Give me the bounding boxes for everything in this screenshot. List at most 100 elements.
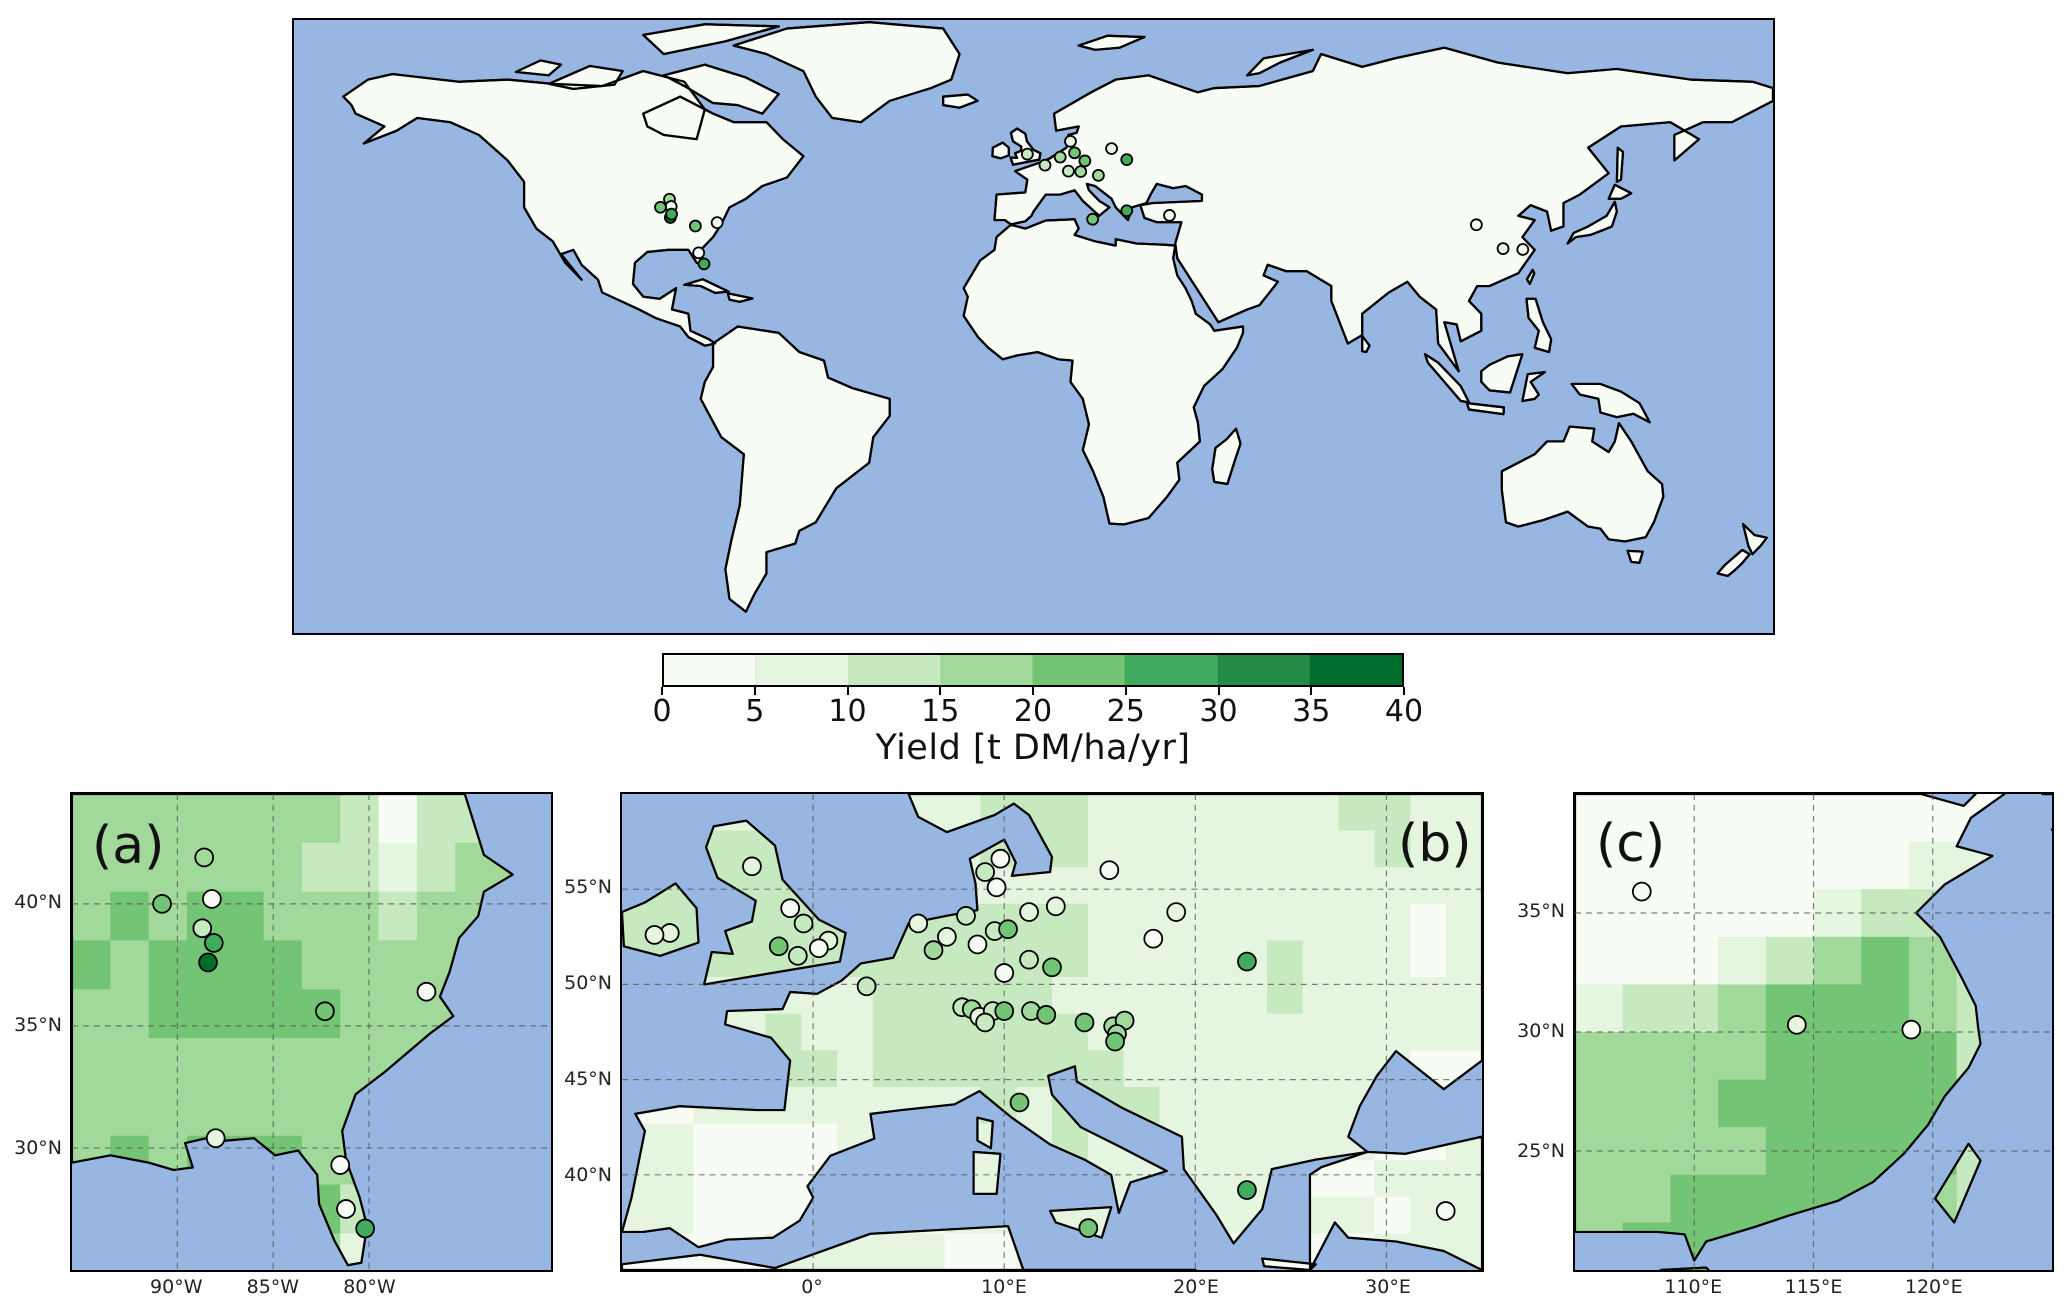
coastline-hokkaido	[1607, 183, 1633, 200]
yield-cell	[1622, 1079, 1671, 1128]
yield-cell	[186, 794, 226, 844]
lat-tick-label: 55°N	[564, 876, 612, 898]
yield-cell	[729, 977, 766, 1015]
yield-cell	[693, 867, 730, 905]
yield-cell	[657, 1123, 695, 1161]
yield-cell	[1813, 984, 1862, 1033]
yield-cell	[1410, 794, 1447, 832]
yield-cell	[872, 794, 910, 832]
yield-cell	[1302, 903, 1340, 941]
yield-cell	[2004, 936, 2052, 985]
yield-cell	[1374, 903, 1411, 941]
site-marker	[1120, 204, 1134, 218]
yield-cell	[801, 830, 838, 868]
colorbar-tickmark	[1310, 687, 1313, 695]
yield-cell	[263, 842, 303, 893]
yield-cell	[455, 1038, 495, 1088]
yield-cell	[1718, 841, 1767, 890]
coastline-southAmerica	[699, 325, 891, 613]
yield-cell	[908, 1160, 945, 1198]
yield-cell	[1410, 940, 1447, 978]
yield-cell	[532, 892, 551, 941]
yield-cell	[493, 842, 513, 893]
yield-cell	[908, 1050, 945, 1088]
yield-cell	[801, 1196, 838, 1234]
site-marker	[990, 848, 1011, 869]
site-marker	[1163, 209, 1176, 222]
site-marker	[1038, 158, 1052, 172]
site-marker	[1469, 218, 1483, 232]
coastline	[1048, 1206, 1113, 1239]
yield-cell	[493, 1086, 513, 1137]
yield-cell	[872, 1013, 910, 1051]
coastline-cuba	[683, 278, 730, 294]
site-marker	[994, 1001, 1015, 1021]
yield-cell	[765, 1160, 802, 1198]
yield-cell	[693, 1013, 730, 1051]
yield-cell	[301, 891, 341, 941]
yield-cell	[1159, 830, 1196, 868]
yield-cell	[657, 1086, 695, 1125]
panel-b-canvas	[622, 794, 1482, 1270]
yield-cell	[532, 989, 551, 1038]
colorbar-tick-label: 30	[1199, 694, 1238, 729]
coastline-hispaniola	[726, 292, 754, 303]
yield-cell	[1813, 794, 1862, 843]
yield-cell	[148, 1086, 188, 1137]
landmass-east-asia	[2041, 794, 2052, 832]
lon-tick-label: 30°E	[1365, 1276, 1411, 1298]
yield-cell	[1956, 984, 2005, 1033]
coastline	[1659, 1266, 1711, 1270]
yield-cell	[1410, 1050, 1447, 1088]
yield-cell	[1052, 1233, 1089, 1270]
yield-cell	[225, 1086, 265, 1137]
yield-cell	[1159, 1086, 1196, 1125]
yield-cell	[263, 1233, 303, 1266]
site-marker	[1068, 146, 1081, 160]
site-marker	[923, 940, 944, 960]
yield-cell	[729, 1160, 766, 1198]
yield-cell	[148, 1135, 188, 1186]
yield-cell	[622, 794, 659, 832]
site-marker	[1045, 896, 1066, 917]
yield-cell	[1338, 977, 1375, 1015]
site-marker	[1053, 150, 1067, 164]
yield-cell	[263, 891, 303, 941]
yield-cell	[148, 1233, 188, 1266]
yield-cell	[301, 794, 341, 844]
coastline-britain	[1009, 127, 1042, 166]
yield-cell	[532, 794, 551, 843]
yield-cell	[186, 1233, 226, 1266]
yield-cell	[1446, 830, 1482, 868]
yield-cell	[1374, 940, 1411, 978]
colorbar-segment	[1033, 655, 1126, 685]
yield-cell	[1195, 1086, 1232, 1125]
coastline-greenland	[732, 21, 961, 124]
site-marker	[202, 889, 222, 909]
colorbar-tickmark	[1032, 687, 1034, 695]
yield-cell	[1446, 1050, 1482, 1088]
yield-cell	[493, 1233, 513, 1266]
yield-cell	[872, 1086, 910, 1125]
yield-cell	[908, 867, 945, 905]
yield-cell	[801, 867, 838, 905]
lon-tick-label: 20°E	[1173, 1276, 1219, 1298]
yield-cell	[186, 1038, 226, 1088]
yield-cell	[72, 891, 111, 941]
site-marker	[1237, 1180, 1257, 1200]
yield-cell	[455, 891, 495, 941]
yield-cell	[729, 794, 766, 832]
yield-cell	[1302, 940, 1340, 978]
yield-cell	[455, 940, 495, 990]
lon-tick-label: 120°E	[1904, 1276, 1963, 1298]
yield-cell	[622, 1050, 659, 1088]
yield-cell	[493, 1135, 513, 1186]
yield-cell	[1446, 1160, 1482, 1198]
yield-cell	[944, 830, 981, 868]
colorbar-tickmark	[1124, 687, 1127, 695]
yield-cell	[872, 867, 910, 905]
yield-cell	[1813, 1032, 1862, 1081]
yield-cell	[872, 1196, 910, 1234]
yield-cell	[263, 1135, 303, 1186]
yield-cell	[378, 842, 418, 893]
